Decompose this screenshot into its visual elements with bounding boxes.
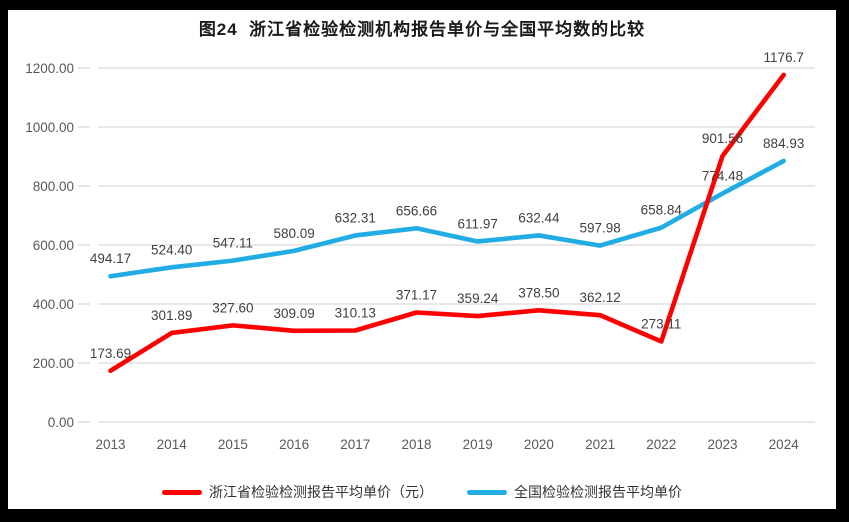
x-tick-label: 2016 (279, 437, 309, 452)
data-label-s1-2023: 774.48 (702, 169, 743, 184)
data-label-s0-2017: 310.13 (335, 306, 376, 321)
legend-swatch-national (467, 489, 507, 495)
data-label-s0-2019: 359.24 (457, 291, 499, 306)
x-tick-label: 2021 (585, 437, 615, 452)
data-label-s0-2014: 301.89 (151, 308, 192, 323)
data-label-s1-2019: 611.97 (458, 216, 498, 231)
x-tick-label: 2013 (95, 437, 125, 452)
data-label-s0-2015: 327.60 (212, 300, 253, 315)
data-label-s1-2017: 632.31 (335, 210, 376, 225)
data-label-s1-2024: 884.93 (763, 136, 804, 151)
chart-legend: 浙江省检验检测报告平均单价（元） 全国检验检测报告平均单价 (8, 482, 836, 502)
data-label-s0-2013: 173.69 (90, 346, 131, 361)
legend-swatch-zhejiang (162, 489, 202, 495)
data-label-s0-2020: 378.50 (518, 285, 559, 300)
data-label-s1-2014: 524.40 (151, 242, 192, 257)
x-tick-label: 2014 (157, 437, 188, 452)
data-label-s1-2018: 656.66 (396, 203, 437, 218)
x-tick-label: 2022 (646, 437, 676, 452)
chart-surface: 图24 浙江省检验检测机构报告单价与全国平均数的比较 0.00 200.00 400… (8, 10, 836, 509)
data-label-s1-2021: 597.98 (579, 221, 620, 236)
x-tick-label: 2018 (401, 437, 431, 452)
data-label-s0-2021: 362.12 (579, 290, 620, 305)
data-label-s1-2016: 580.09 (273, 226, 314, 241)
y-tick-label: 1000.00 (25, 120, 74, 135)
x-tick-label: 2020 (524, 437, 554, 452)
data-label-s1-2015: 547.11 (213, 236, 253, 251)
x-tick-label: 2024 (769, 437, 800, 452)
y-tick-label: 1200.00 (25, 61, 74, 76)
data-label-s1-2020: 632.44 (518, 210, 560, 225)
data-label-s0-2018: 371.17 (396, 288, 437, 303)
legend-item-national: 全国检验检测报告平均单价 (467, 482, 682, 502)
x-tick-label: 2017 (340, 437, 370, 452)
x-tick-label: 2023 (707, 437, 737, 452)
data-label-s1-2013: 494.17 (90, 251, 131, 266)
x-tick-label: 2015 (218, 437, 248, 452)
series-line-1 (108, 158, 787, 279)
legend-item-zhejiang: 浙江省检验检测报告平均单价（元） (162, 482, 433, 502)
legend-label-national: 全国检验检测报告平均单价 (514, 484, 682, 500)
y-tick-label: 0.00 (48, 415, 74, 430)
y-tick-label: 600.00 (33, 238, 74, 253)
x-tick-label: 2019 (463, 437, 493, 452)
chart-title: 图24 浙江省检验检测机构报告单价与全国平均数的比较 (198, 20, 646, 39)
data-label-s0-2023: 901.56 (702, 131, 743, 146)
y-tick-label: 400.00 (33, 297, 74, 312)
y-tick-label: 200.00 (33, 356, 74, 371)
data-label-s0-2016: 309.09 (273, 306, 314, 321)
series-line-0 (108, 72, 787, 374)
data-label-s0-2024: 1176.7 (764, 50, 804, 65)
legend-label-zhejiang: 浙江省检验检测报告平均单价（元） (209, 484, 433, 500)
chart-svg: 0.00 200.00 400.00 600.00 800.00 1000.00 1200.… (25, 50, 815, 452)
y-tick-label: 800.00 (33, 179, 74, 194)
data-label-s1-2022: 658.84 (641, 203, 683, 218)
data-label-s0-2022: 273.11 (641, 316, 681, 331)
